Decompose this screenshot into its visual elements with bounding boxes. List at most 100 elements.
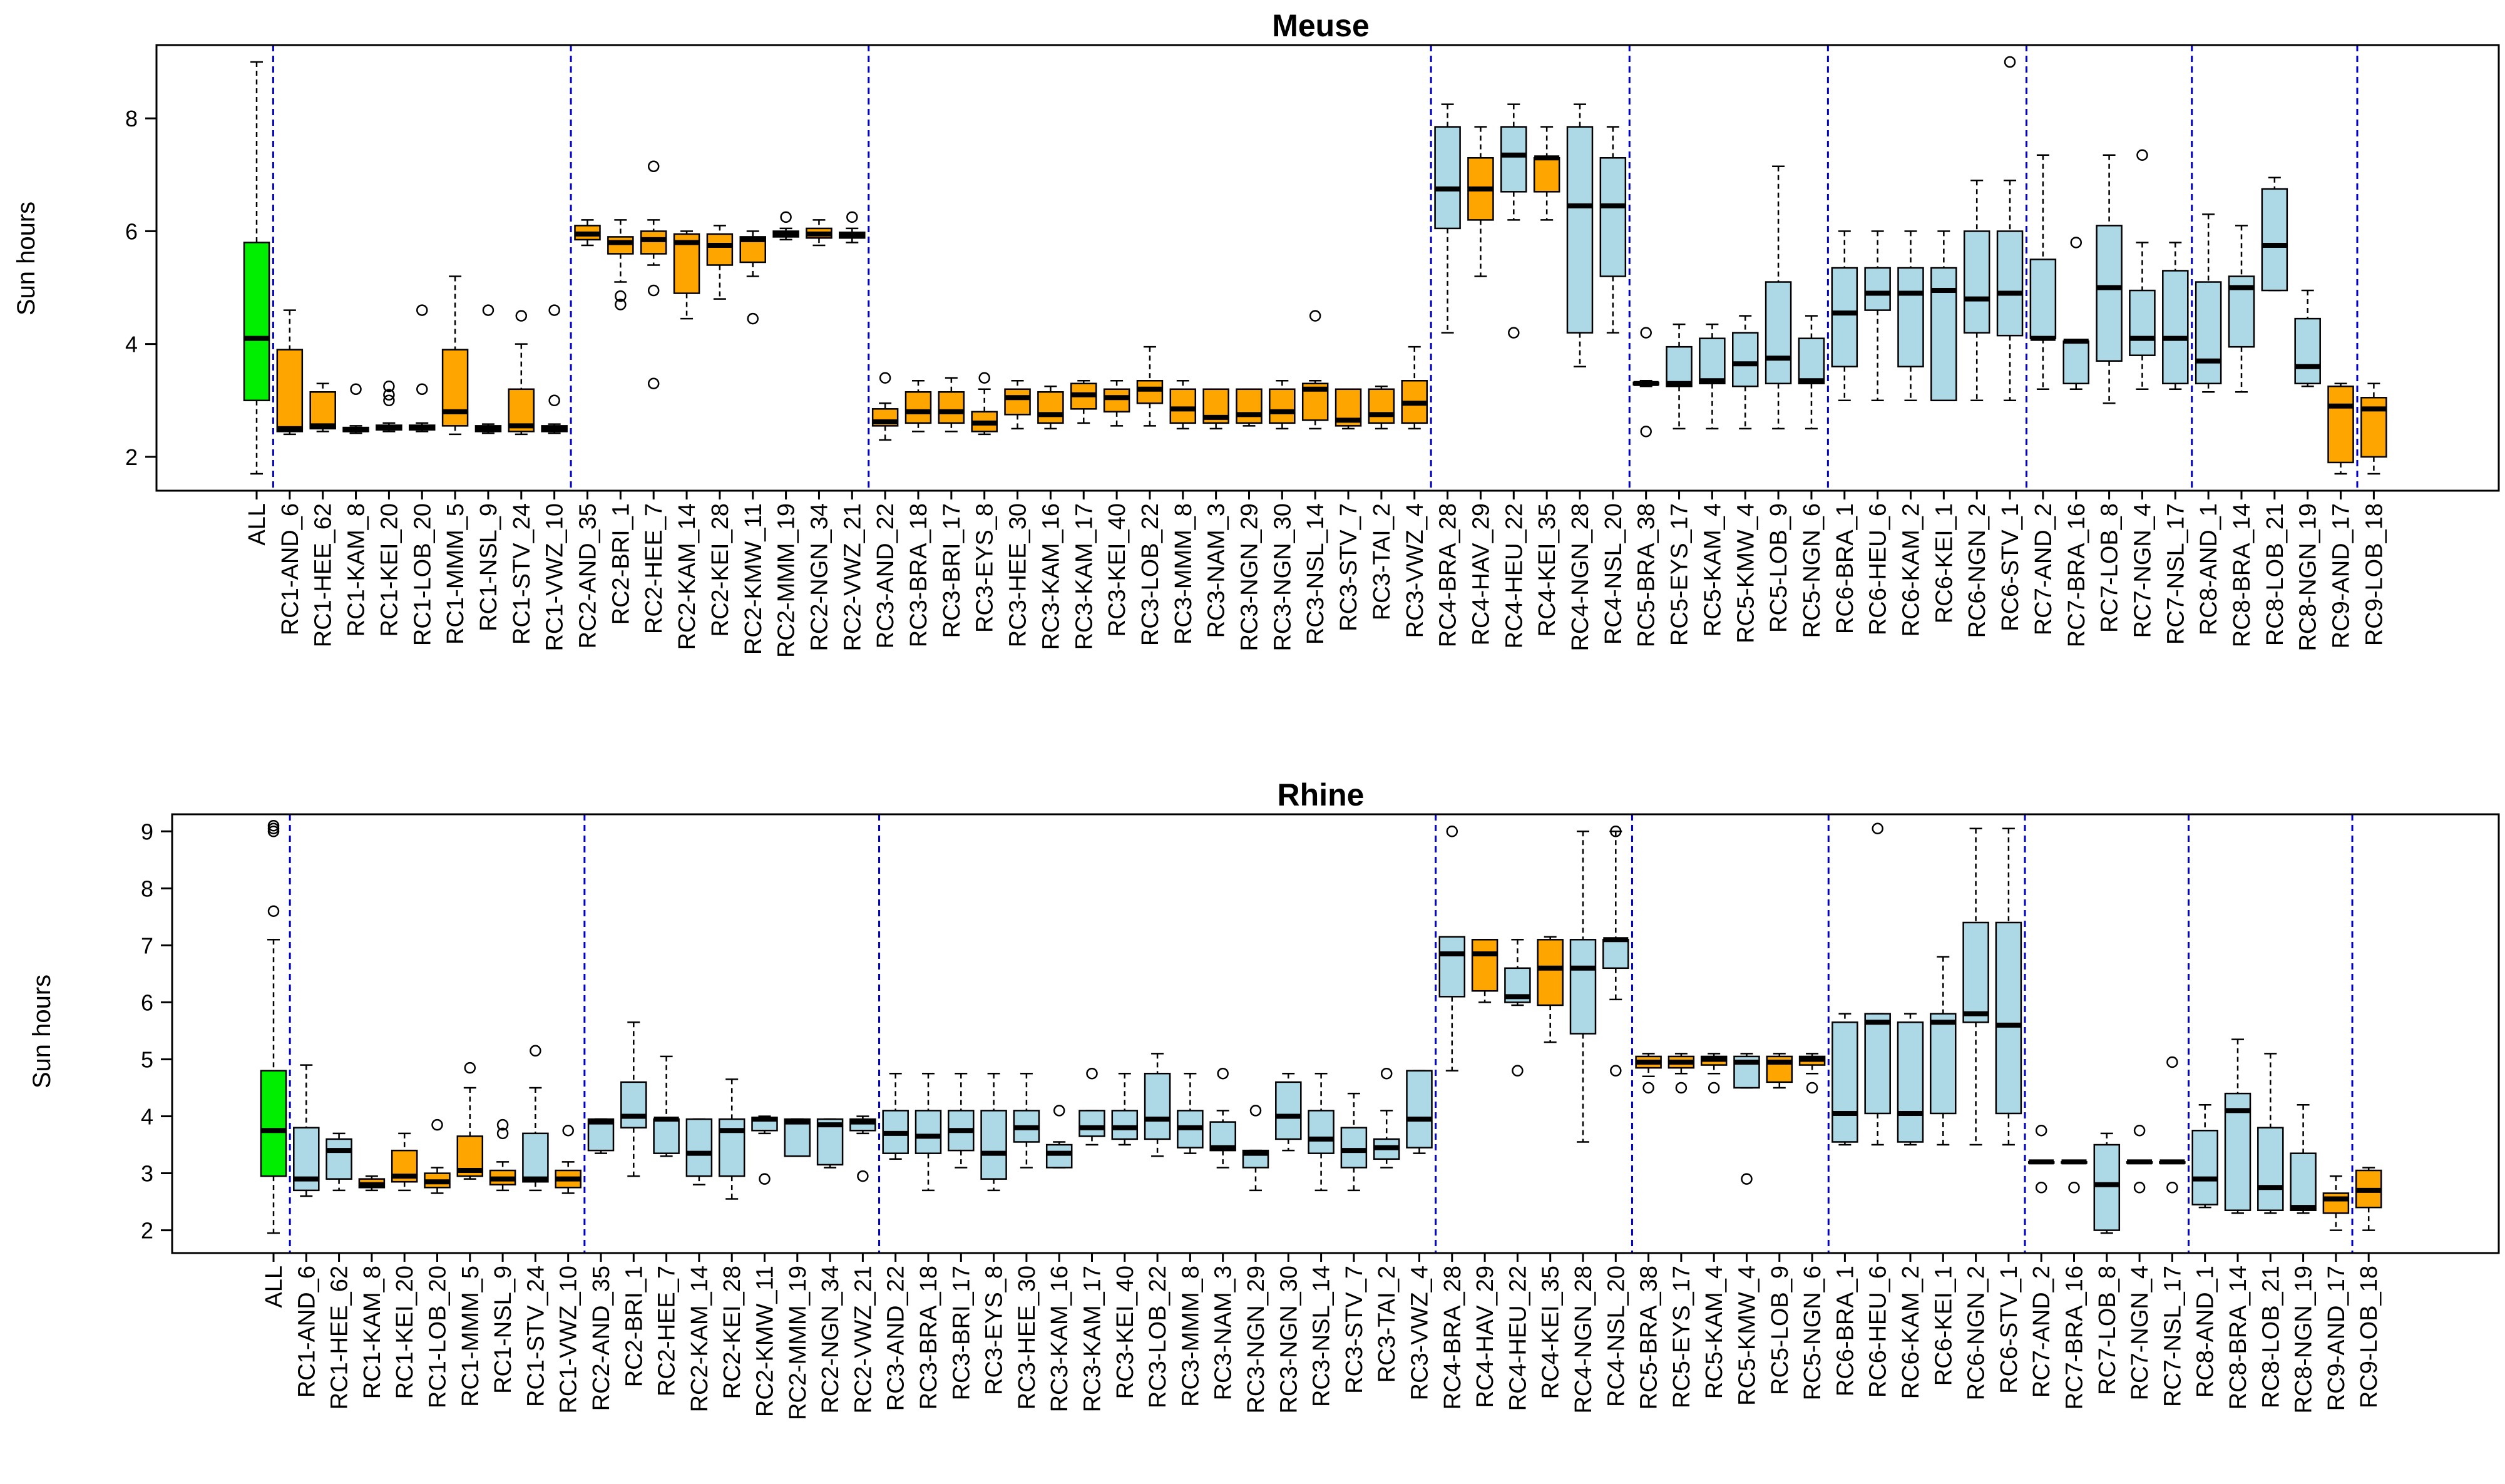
x-tick-label: RC3-STV_7 (1341, 1266, 1368, 1394)
box-RC8-AND_1 (2191, 1104, 2218, 1209)
box-RC5-KAM_4 (1700, 1053, 1728, 1094)
iqr-box (718, 1118, 745, 1177)
x-tick-label: RC3-NSL_14 (1303, 503, 1329, 645)
x-tick-label: RC3-MMM_8 (1177, 1266, 1204, 1407)
box-RC2-KMW_11 (751, 1115, 778, 1185)
box-RC3-NSL_14 (1301, 310, 1329, 430)
box-RC3-BRA_18 (914, 1072, 942, 1192)
iqr-box (2257, 1127, 2284, 1211)
box-RC7-NSL_17 (2162, 242, 2189, 391)
iqr-box (2191, 1130, 2218, 1205)
iqr-box (1434, 126, 1461, 230)
x-tick-label: RC3-KEI_40 (1104, 503, 1130, 637)
x-tick-label: RC6-HEU_6 (1865, 1266, 1892, 1398)
rhine-x-ticks: ALL RC1-AND_6 RC1-HEE_62 RC1-KAM_8 RC1-KEI_2… (261, 1253, 2382, 1420)
iqr-box (2129, 289, 2156, 356)
x-tick-label: RC5-KAM_4 (1699, 503, 1726, 637)
x-tick-label: RC7-LOB_8 (2097, 503, 2123, 633)
x-tick-label: RC3-EYS_8 (981, 1266, 1008, 1395)
x-tick-label: RC4-HAV_29 (1468, 503, 1494, 645)
outlier-point (496, 1118, 509, 1131)
x-tick-label: RC4-HAV_29 (1472, 1266, 1498, 1408)
outlier-point (1741, 1173, 1753, 1185)
box-RC3-HEE_30 (1004, 380, 1031, 430)
iqr-box (1897, 267, 1924, 367)
x-tick-label: ALL (244, 503, 270, 546)
outlier-point (1610, 1065, 1622, 1077)
x-tick-label: RC3-HEE_30 (1005, 503, 1032, 647)
outlier-point (1806, 1082, 1818, 1094)
iqr-box (1897, 1021, 1924, 1143)
x-tick-label: RC5-BRA_38 (1634, 503, 1660, 647)
box-RC3-KAM_16 (1045, 1105, 1073, 1169)
x-tick-label: RC1-STV_24 (523, 1266, 549, 1407)
x-tick-label: RC3-BRA_18 (906, 503, 932, 647)
box-RC4-HAV_29 (1471, 939, 1498, 1003)
outlier-point (1872, 822, 1883, 835)
box-RC6-BRA_1 (1831, 230, 1858, 402)
box-RC2-BRI_1 (620, 1021, 647, 1177)
y-tick-label: 7 (141, 933, 153, 958)
x-tick-label: RC7-BRA_16 (2062, 1266, 2088, 1410)
y-tick-label: 2 (141, 1218, 153, 1244)
iqr-box (980, 1110, 1007, 1180)
box-RC6-NGN_2 (1963, 180, 1990, 402)
outlier-point (1708, 1082, 1720, 1094)
x-tick-label: RC3-VWZ_4 (1407, 1266, 1433, 1400)
box-RC1-LOB_20 (409, 304, 436, 432)
iqr-box (653, 1118, 680, 1154)
x-tick-label: RC6-STV_1 (1997, 503, 2024, 632)
iqr-box (1963, 230, 1990, 334)
x-tick-label: RC9-LOB_18 (2361, 503, 2387, 646)
box-RC6-NGN_2 (1962, 827, 1989, 1146)
box-RC2-KEI_28 (718, 1078, 745, 1200)
box-RC2-MMM_19 (772, 211, 799, 241)
x-tick-label: RC4-KEI_35 (1538, 1266, 1564, 1399)
iqr-box (1566, 126, 1594, 334)
x-tick-label: RC1-KAM_8 (344, 503, 370, 637)
outlier-point (2133, 1125, 2146, 1137)
box-RC1-HEE_62 (325, 1132, 352, 1192)
iqr-box (1406, 1070, 1433, 1149)
x-tick-label: RC6-HEU_6 (1865, 503, 1892, 635)
box-RC9-AND_17 (2327, 382, 2354, 475)
box-RC7-BRA_16 (2062, 237, 2089, 391)
iqr-box (1798, 337, 1825, 385)
x-tick-label: RC1-NSL_9 (476, 503, 502, 632)
iqr-box (1471, 939, 1498, 992)
x-tick-label: RC8-LOB_21 (2258, 1266, 2284, 1408)
x-tick-label: RC8-BRA_14 (2229, 503, 2255, 647)
y-tick-label: 8 (141, 876, 153, 901)
x-tick-label: RC2-HEE_7 (654, 1266, 680, 1396)
box-RC4-NGN_28 (1566, 103, 1594, 367)
y-tick-label: 2 (125, 444, 138, 470)
x-tick-label: RC1-HEE_62 (310, 503, 337, 647)
y-tick-label: 4 (125, 332, 138, 357)
x-tick-label: RC3-KEI_40 (1112, 1266, 1139, 1399)
x-tick-label: RC3-HEE_30 (1014, 1266, 1040, 1410)
iqr-box (904, 391, 932, 424)
box-RC3-NAM_3 (1209, 1067, 1236, 1169)
y-tick-label: 5 (141, 1046, 153, 1072)
box-RC1-KEI_20 (391, 1132, 418, 1192)
iqr-box (620, 1081, 647, 1128)
outlier-point (383, 389, 395, 401)
x-tick-label: RC5-KAM_4 (1701, 1266, 1728, 1399)
outlier-point (857, 1170, 869, 1182)
x-tick-label: RC2-AND_35 (588, 1266, 615, 1411)
outlier-point (464, 1062, 476, 1074)
box-RC6-KEI_1 (1930, 230, 1957, 402)
box-RC5-NGN_6 (1798, 1053, 1826, 1094)
box-RC3-BRI_17 (948, 1072, 975, 1169)
iqr-box (1930, 1013, 1957, 1115)
x-tick-label: RC5-NGN_6 (1800, 1266, 1826, 1400)
rhine-y-axis-label: Sun hours (28, 975, 56, 1088)
meuse-y-ticks: 2 4 6 8 (125, 106, 156, 470)
x-tick-label: RC1-MMM_5 (443, 503, 469, 645)
outlier-point (515, 310, 528, 322)
x-tick-label: RC2-KMW_11 (752, 1266, 779, 1417)
x-tick-label: RC2-VWZ_21 (850, 1266, 876, 1414)
outlier-point (548, 304, 560, 316)
outlier-point (1512, 1065, 1524, 1077)
iqr-box (1831, 1021, 1858, 1143)
